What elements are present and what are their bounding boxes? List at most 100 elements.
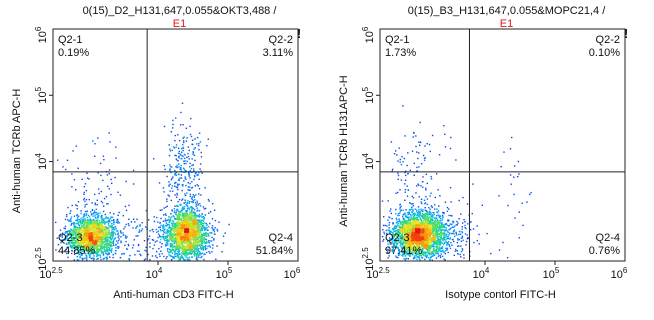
- event-point: [85, 231, 87, 233]
- event-point: [191, 139, 194, 141]
- event-point: [395, 230, 397, 232]
- event-point: [195, 220, 197, 222]
- event-point: [190, 226, 193, 228]
- event-point: [161, 209, 163, 211]
- flow-plot-svg: 0(15)_B3_H131,647,0.055&MOPC21,4 /E1!Q2-…: [338, 5, 628, 301]
- event-point: [79, 222, 81, 224]
- event-point: [503, 151, 505, 153]
- event-point: [183, 168, 185, 170]
- event-point: [179, 168, 181, 170]
- event-point: [197, 248, 200, 250]
- event-point: [193, 233, 195, 236]
- event-point: [211, 225, 214, 227]
- event-point: [159, 255, 161, 257]
- event-point: [179, 242, 181, 244]
- event-point: [408, 213, 410, 215]
- event-point: [422, 209, 424, 211]
- event-point: [399, 158, 401, 161]
- event-point: [416, 166, 418, 169]
- event-point: [176, 247, 178, 249]
- event-point: [440, 241, 443, 244]
- event-point: [426, 182, 428, 185]
- event-point: [168, 224, 170, 226]
- event-point: [180, 168, 182, 171]
- event-point: [176, 231, 178, 233]
- event-point: [104, 238, 106, 240]
- event-point: [81, 245, 84, 247]
- event-point: [81, 220, 83, 223]
- event-point: [157, 233, 160, 235]
- event-point: [76, 214, 78, 216]
- event-point: [476, 225, 478, 227]
- event-point: [176, 216, 178, 218]
- event-point: [197, 203, 200, 206]
- event-point: [195, 241, 198, 243]
- event-point: [420, 185, 422, 187]
- event-point: [397, 256, 399, 259]
- event-point: [200, 223, 203, 226]
- event-point: [403, 219, 406, 221]
- event-point: [152, 230, 155, 233]
- event-point: [116, 245, 119, 248]
- event-point: [70, 237, 73, 239]
- event-point: [107, 232, 109, 234]
- event-point: [186, 259, 188, 261]
- event-point: [107, 219, 109, 222]
- event-point: [211, 240, 213, 242]
- event-point: [404, 183, 406, 185]
- event-point: [214, 227, 216, 229]
- event-point: [439, 250, 441, 253]
- event-point: [184, 214, 186, 217]
- event-point: [391, 246, 393, 248]
- event-point: [71, 204, 73, 207]
- event-point: [77, 241, 79, 243]
- event-point: [198, 240, 200, 242]
- event-point: [177, 256, 179, 258]
- event-point: [149, 246, 151, 248]
- event-point: [188, 207, 190, 210]
- event-point: [208, 250, 210, 253]
- event-point: [105, 256, 107, 259]
- event-point: [92, 242, 94, 244]
- event-point: [191, 198, 193, 200]
- event-point: [387, 248, 389, 251]
- event-point: [165, 231, 167, 233]
- event-point: [444, 239, 446, 241]
- event-point: [111, 235, 114, 237]
- event-point: [429, 258, 431, 261]
- event-point: [185, 223, 187, 225]
- event-point: [55, 221, 57, 224]
- event-point: [438, 249, 440, 251]
- event-point: [189, 222, 192, 224]
- event-point: [101, 217, 103, 219]
- event-point: [137, 235, 139, 237]
- event-point: [115, 146, 117, 148]
- event-point: [420, 214, 423, 217]
- event-point: [105, 196, 108, 198]
- event-point: [66, 246, 68, 249]
- event-point: [442, 251, 445, 253]
- event-point: [451, 215, 453, 217]
- event-point: [193, 255, 196, 257]
- event-point: [95, 246, 97, 249]
- event-point: [433, 253, 435, 255]
- event-point: [97, 236, 99, 238]
- event-point: [88, 221, 91, 223]
- event-point: [391, 170, 393, 172]
- event-point: [187, 217, 190, 219]
- event-point: [106, 245, 109, 247]
- event-point: [409, 218, 412, 221]
- event-point: [180, 222, 183, 225]
- event-point: [214, 233, 216, 235]
- event-point: [164, 168, 166, 171]
- event-point: [409, 169, 411, 171]
- event-point: [82, 216, 84, 218]
- event-point: [73, 215, 76, 217]
- event-point: [175, 117, 177, 119]
- event-point: [201, 238, 203, 240]
- event-point: [77, 237, 80, 239]
- quadrant-percent: 0.19%: [58, 47, 89, 59]
- event-point: [203, 232, 205, 235]
- event-point: [199, 168, 201, 170]
- event-point: [89, 225, 91, 227]
